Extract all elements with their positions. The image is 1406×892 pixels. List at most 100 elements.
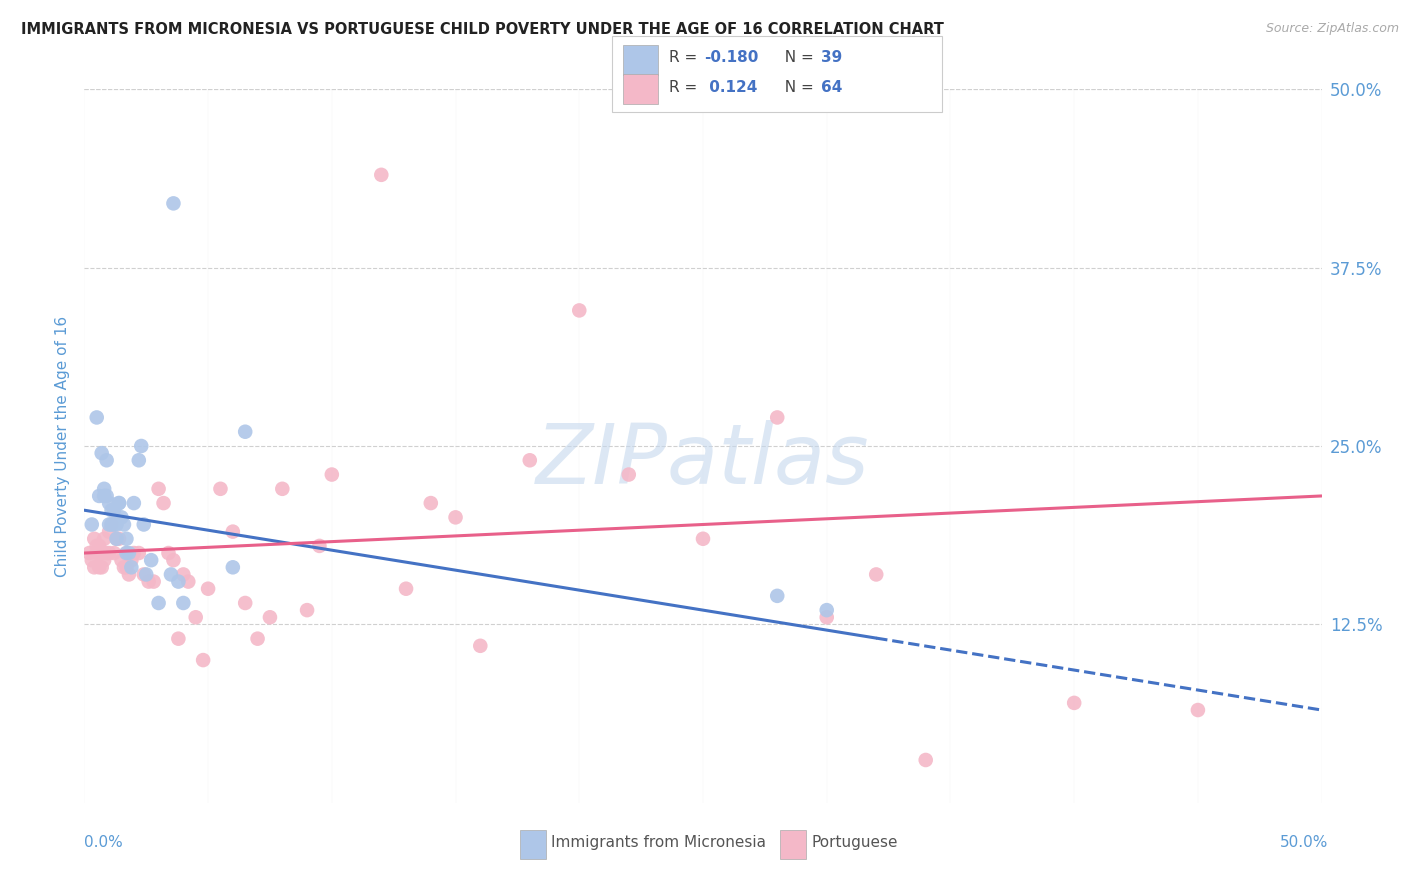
Point [110, 510, 132, 524]
Point [110, 553, 132, 567]
Text: IMMIGRANTS FROM MICRONESIA VS PORTUGUESE CHILD POVERTY UNDER THE AGE OF 16 CORRE: IMMIGRANTS FROM MICRONESIA VS PORTUGUESE… [21, 22, 943, 37]
Point [105, 532, 128, 546]
Point [112, 560, 135, 574]
Point [96, 489, 118, 503]
Point [259, 610, 281, 624]
Point [692, 532, 714, 546]
Point [138, 574, 160, 589]
Point [766, 589, 789, 603]
Y-axis label: Child Poverty Under the Age of 16: Child Poverty Under the Age of 16 [55, 316, 70, 576]
Point [83, 532, 105, 546]
Text: N =: N = [775, 51, 818, 65]
Point [108, 496, 131, 510]
Point [370, 168, 392, 182]
Point [120, 560, 142, 574]
Point [115, 532, 138, 546]
Point [395, 582, 418, 596]
Text: -0.180: -0.180 [704, 51, 759, 65]
Point [197, 582, 219, 596]
Point [177, 574, 200, 589]
Point [86, 546, 108, 560]
Point [308, 539, 330, 553]
Text: 0.0%: 0.0% [84, 836, 124, 850]
Point [122, 496, 145, 510]
Point [89, 489, 111, 503]
Point [914, 753, 936, 767]
Point [96, 546, 118, 560]
Point [148, 482, 170, 496]
Point [157, 546, 180, 560]
Point [120, 553, 142, 567]
Text: Portuguese: Portuguese [811, 836, 898, 850]
Text: N =: N = [775, 80, 818, 95]
Point [105, 532, 128, 546]
Point [617, 467, 640, 482]
Point [86, 410, 108, 425]
Point [122, 546, 145, 560]
Point [93, 482, 115, 496]
Point [96, 453, 118, 467]
Point [98, 546, 121, 560]
Text: 39: 39 [821, 51, 842, 65]
Point [152, 496, 174, 510]
Point [1187, 703, 1209, 717]
Point [419, 496, 441, 510]
Point [141, 553, 163, 567]
Point [105, 517, 128, 532]
Point [815, 603, 838, 617]
Point [128, 546, 150, 560]
Point [115, 546, 138, 560]
Text: R =: R = [669, 51, 703, 65]
Point [148, 596, 170, 610]
Text: Source: ZipAtlas.com: Source: ZipAtlas.com [1265, 22, 1399, 36]
Point [167, 632, 190, 646]
Point [93, 489, 115, 503]
Point [103, 546, 125, 560]
Point [93, 532, 115, 546]
Point [271, 482, 294, 496]
Point [160, 567, 183, 582]
Point [132, 567, 155, 582]
Point [80, 553, 103, 567]
Point [162, 196, 184, 211]
Point [470, 639, 492, 653]
Point [100, 503, 122, 517]
Point [815, 610, 838, 624]
Point [1063, 696, 1085, 710]
Point [98, 524, 121, 539]
Point [103, 503, 125, 517]
Point [98, 517, 121, 532]
Point [172, 596, 194, 610]
Point [135, 567, 157, 582]
Text: R =: R = [669, 80, 703, 95]
Point [209, 482, 232, 496]
Point [568, 303, 591, 318]
Point [103, 517, 125, 532]
Point [128, 453, 150, 467]
Text: ZIPatlas: ZIPatlas [536, 420, 870, 500]
Point [222, 524, 245, 539]
Text: 50.0%: 50.0% [1281, 836, 1329, 850]
Point [93, 553, 115, 567]
Point [118, 567, 141, 582]
Point [444, 510, 467, 524]
Point [865, 567, 887, 582]
Point [90, 446, 112, 460]
Point [519, 453, 541, 467]
Point [80, 517, 103, 532]
Point [132, 517, 155, 532]
Point [89, 560, 111, 574]
Text: 64: 64 [821, 80, 842, 95]
Point [90, 560, 112, 574]
Point [766, 410, 789, 425]
Point [89, 539, 111, 553]
Point [233, 596, 256, 610]
Point [162, 553, 184, 567]
Text: Immigrants from Micronesia: Immigrants from Micronesia [551, 836, 766, 850]
Point [79, 546, 101, 560]
Text: 0.124: 0.124 [704, 80, 758, 95]
Point [108, 532, 131, 546]
Point [112, 517, 135, 532]
Point [98, 496, 121, 510]
Point [222, 560, 245, 574]
